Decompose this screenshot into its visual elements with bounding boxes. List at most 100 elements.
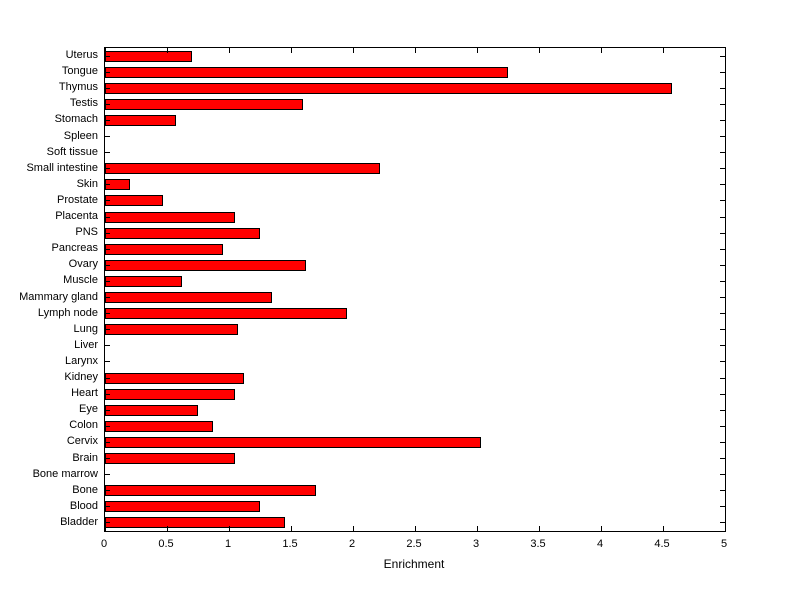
y-tick-label: Bone marrow — [32, 467, 98, 480]
axis-tick — [166, 526, 168, 531]
x-tick-label: 1.5 — [282, 538, 298, 550]
axis-tick — [105, 329, 110, 331]
axis-tick — [414, 48, 416, 53]
x-tick-label: 4.5 — [654, 538, 670, 550]
axis-tick — [105, 409, 110, 411]
axis-tick — [720, 136, 725, 138]
axis-tick — [724, 48, 726, 53]
axis-tick — [105, 200, 110, 202]
bar-blood — [105, 501, 260, 513]
bar-bladder — [105, 517, 285, 529]
y-tick-label: Bone — [72, 483, 98, 496]
bar-placenta — [105, 211, 236, 223]
axis-tick — [720, 248, 725, 250]
bar-mammary-gland — [105, 292, 273, 304]
bar-eye — [105, 404, 198, 416]
axis-tick — [720, 232, 725, 234]
axis-tick — [228, 526, 230, 531]
y-tick-label: PNS — [75, 226, 98, 239]
bar-thymus — [105, 82, 672, 94]
y-tick-label: Brain — [72, 451, 98, 464]
bar-bone — [105, 485, 316, 497]
axis-tick — [538, 526, 540, 531]
axis-tick — [720, 168, 725, 170]
axis-tick — [720, 425, 725, 427]
y-tick-label: Cervix — [66, 435, 98, 448]
axis-tick — [290, 526, 292, 531]
axis-tick — [720, 409, 725, 411]
y-tick-label: Larynx — [64, 354, 98, 367]
axis-tick — [105, 103, 110, 105]
y-tick-label: Tongue — [61, 65, 98, 78]
bar-cervix — [105, 436, 481, 448]
axis-tick — [720, 345, 725, 347]
axis-tick — [720, 71, 725, 73]
y-tick-label: Skin — [76, 177, 98, 190]
bar-pancreas — [105, 243, 223, 255]
y-tick-label: Bladder — [60, 515, 98, 528]
axis-tick — [662, 48, 664, 53]
bar-stomach — [105, 114, 176, 126]
axis-tick — [105, 506, 110, 508]
axis-tick — [720, 377, 725, 379]
y-tick-label: Mammary gland — [19, 290, 98, 303]
x-tick-label: 3.5 — [530, 538, 546, 550]
y-tick-label: Small intestine — [26, 161, 98, 174]
axis-tick — [720, 184, 725, 186]
bar-prostate — [105, 195, 164, 207]
axis-tick — [105, 425, 110, 427]
bar-testis — [105, 98, 304, 110]
axis-tick — [476, 526, 478, 531]
y-tick-label: Heart — [71, 387, 98, 400]
axis-tick — [720, 264, 725, 266]
axis-tick — [720, 216, 725, 218]
axis-tick — [720, 103, 725, 105]
axis-tick — [662, 526, 664, 531]
axis-tick — [720, 393, 725, 395]
plot-area — [104, 47, 726, 532]
axis-tick — [105, 522, 110, 524]
axis-tick — [105, 280, 110, 282]
y-tick-label: Lung — [73, 322, 98, 335]
axis-tick — [720, 152, 725, 154]
bar-pns — [105, 227, 260, 239]
x-tick-label: 0 — [100, 538, 108, 550]
axis-tick — [290, 48, 292, 53]
axis-tick — [105, 345, 110, 347]
axis-tick — [105, 87, 110, 89]
bar-uterus — [105, 50, 192, 62]
y-tick-label: Liver — [74, 338, 98, 351]
bar-heart — [105, 388, 236, 400]
x-tick-label: 4 — [596, 538, 604, 550]
y-tick-label: Spleen — [63, 129, 98, 142]
y-tick-label: Uterus — [65, 49, 98, 62]
axis-tick — [105, 458, 110, 460]
axis-tick — [720, 119, 725, 121]
y-tick-label: Kidney — [64, 371, 98, 384]
axis-tick — [720, 361, 725, 363]
y-tick-label: Muscle — [63, 274, 98, 287]
y-tick-label: Lymph node — [37, 306, 98, 319]
axis-tick — [724, 526, 726, 531]
axis-tick — [105, 168, 110, 170]
axis-tick — [105, 377, 110, 379]
axis-tick — [476, 48, 478, 53]
axis-tick — [720, 313, 725, 315]
axis-tick — [105, 297, 110, 299]
axis-tick — [720, 506, 725, 508]
axis-tick — [720, 87, 725, 89]
axis-tick — [414, 526, 416, 531]
bar-tongue — [105, 66, 508, 78]
axis-tick — [105, 264, 110, 266]
y-tick-label: Thymus — [58, 81, 98, 94]
axis-tick — [104, 48, 106, 53]
axis-tick — [105, 55, 110, 57]
axis-tick — [720, 474, 725, 476]
x-tick-label: 5 — [720, 538, 728, 550]
axis-tick — [352, 526, 354, 531]
y-tick-label: Soft tissue — [46, 145, 98, 158]
x-axis-label: Enrichment — [383, 557, 445, 571]
axis-tick — [720, 329, 725, 331]
axis-tick — [720, 200, 725, 202]
x-tick-label: 1 — [224, 538, 232, 550]
